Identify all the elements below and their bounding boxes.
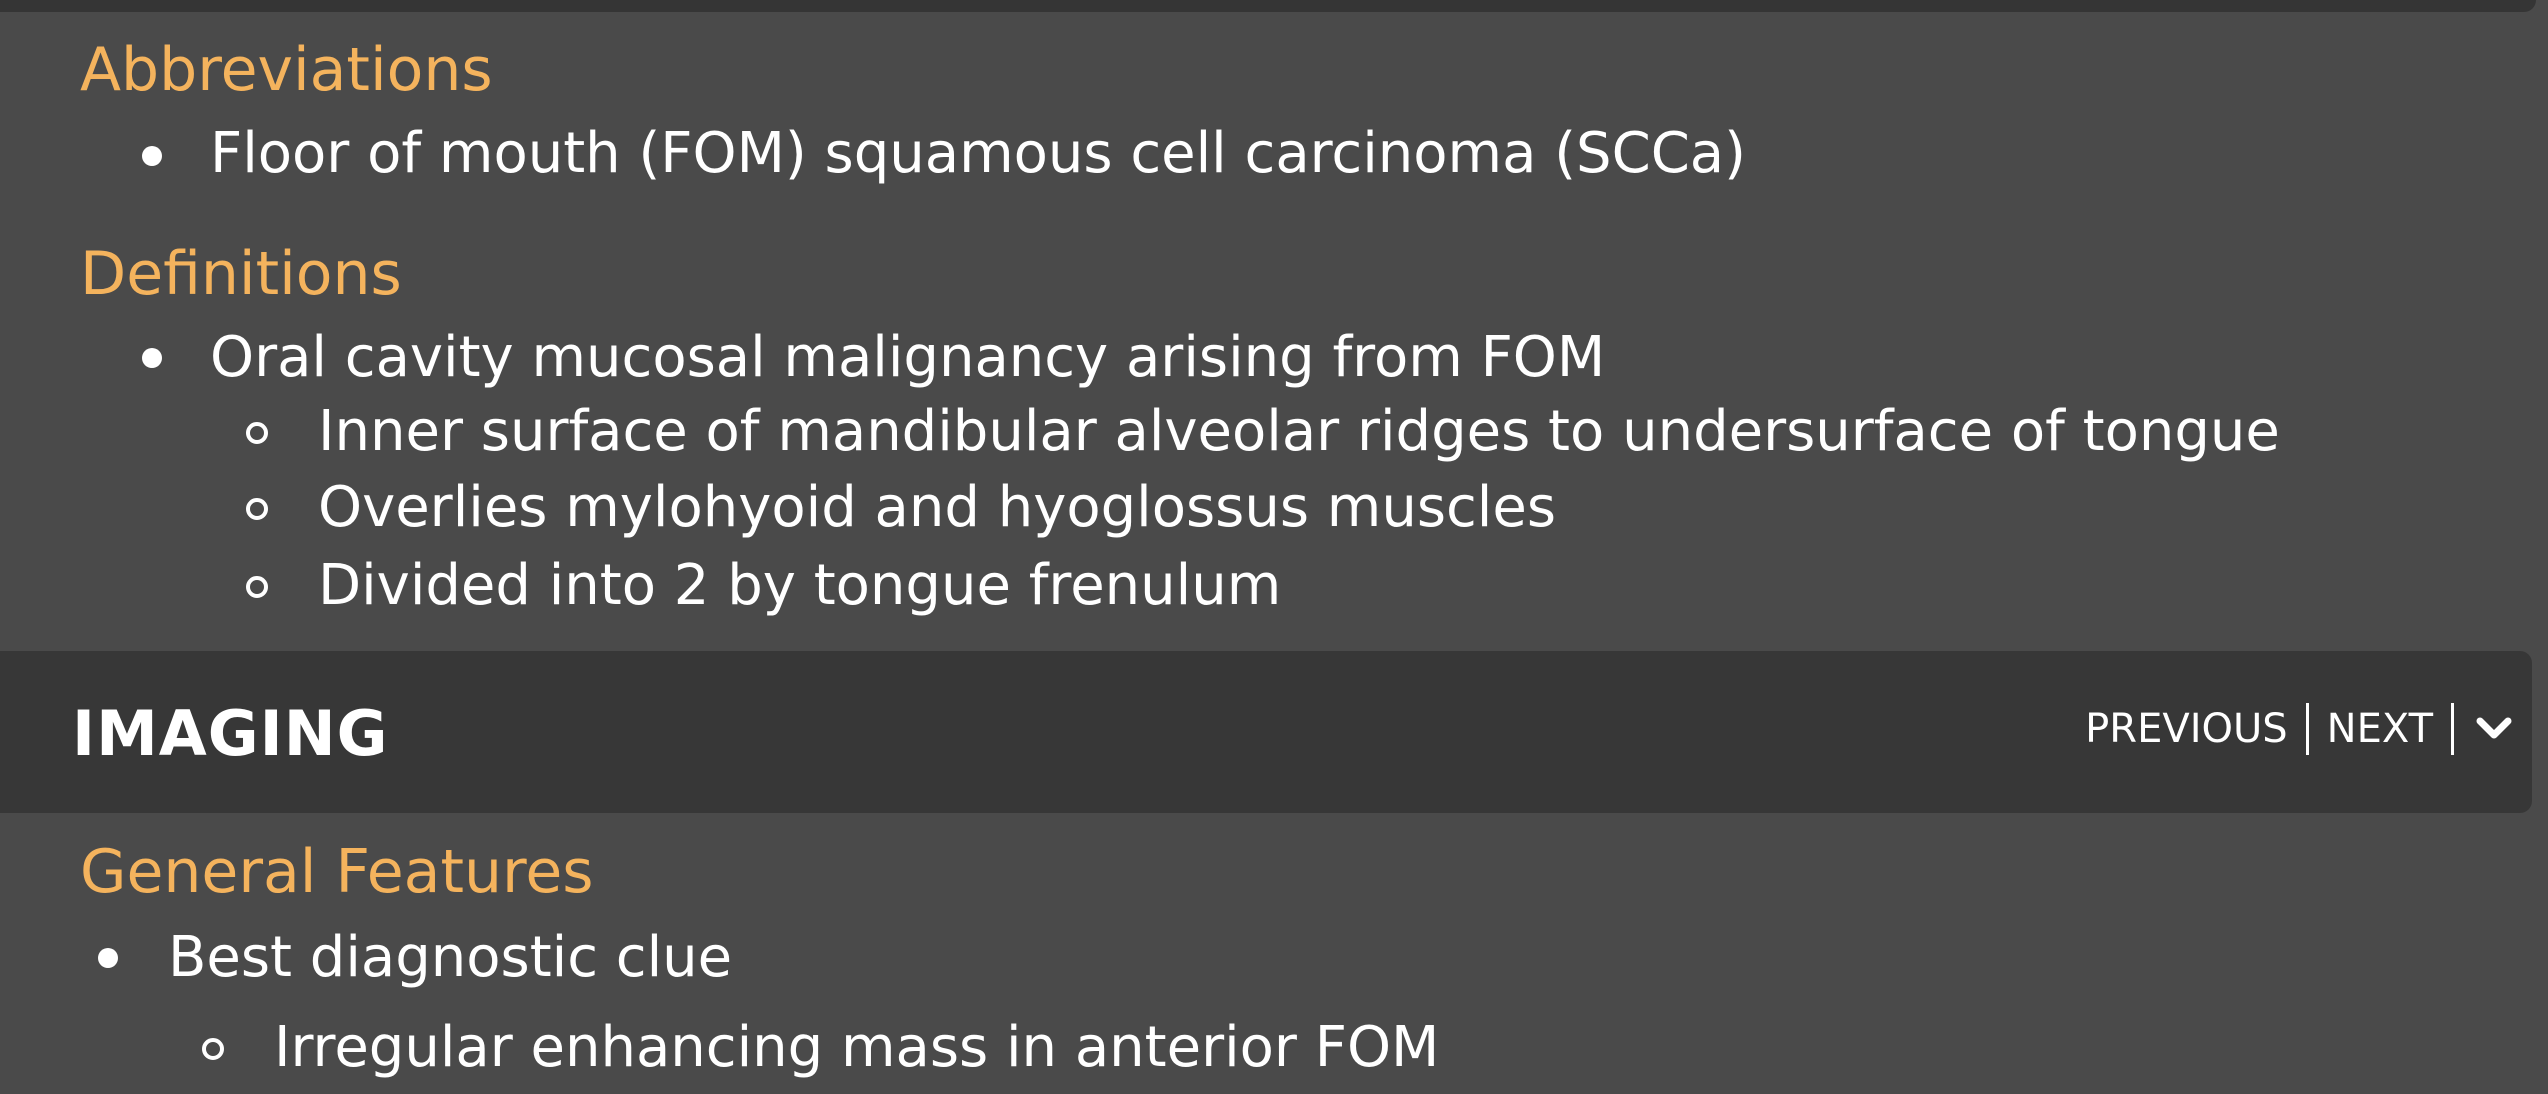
- definition-item: Oral cavity mucosal malignancy arising f…: [210, 325, 1606, 390]
- chevron-down-icon[interactable]: [2472, 707, 2516, 751]
- bullet-icon: [142, 146, 162, 166]
- previous-link[interactable]: PREVIOUS: [2085, 706, 2288, 752]
- bullet-icon: [98, 948, 118, 968]
- general-features-subitem: Irregular enhancing mass in anterior FOM: [274, 1015, 1440, 1080]
- general-features-item: Best diagnostic clue: [168, 925, 733, 990]
- abbreviations-heading: Abbreviations: [80, 35, 493, 105]
- top-section-bar: [0, 0, 2536, 12]
- section-nav: PREVIOUS NEXT: [2085, 701, 2516, 757]
- bullet-icon: [142, 348, 162, 368]
- next-link[interactable]: NEXT: [2326, 706, 2433, 752]
- definition-subitem: Overlies mylohyoid and hyoglossus muscle…: [318, 475, 1556, 540]
- nav-divider: [2451, 703, 2454, 755]
- section-title: IMAGING: [72, 697, 389, 770]
- general-features-heading: General Features: [80, 837, 594, 907]
- sub-bullet-icon: [246, 498, 268, 520]
- definition-subitem: Inner surface of mandibular alveolar rid…: [318, 399, 2280, 464]
- definition-subitem: Divided into 2 by tongue frenulum: [318, 553, 1282, 618]
- imaging-section-header[interactable]: IMAGING PREVIOUS NEXT: [0, 651, 2532, 813]
- definitions-heading: Definitions: [80, 239, 402, 309]
- abbreviation-item: Floor of mouth (FOM) squamous cell carci…: [210, 121, 1746, 186]
- sub-bullet-icon: [202, 1038, 224, 1060]
- sub-bullet-icon: [246, 422, 268, 444]
- nav-divider: [2305, 703, 2309, 755]
- sub-bullet-icon: [246, 576, 268, 598]
